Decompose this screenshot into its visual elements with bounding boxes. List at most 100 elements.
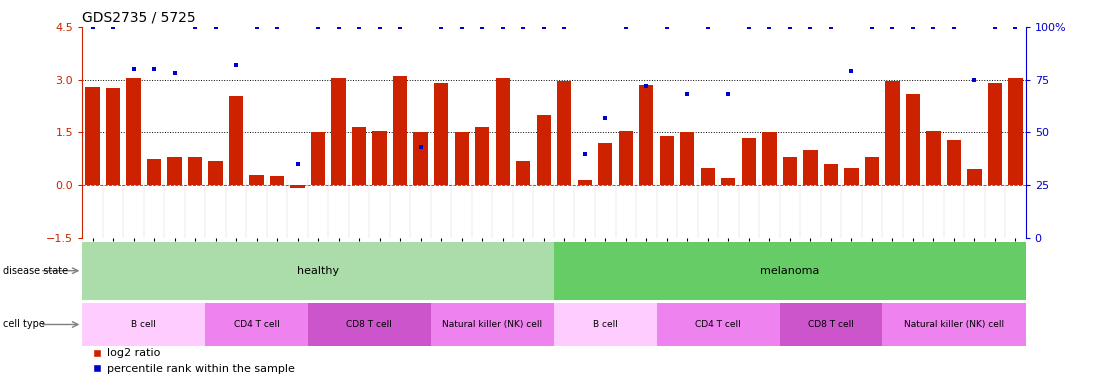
Text: healthy: healthy	[297, 266, 339, 276]
Bar	[554, 303, 656, 346]
Legend: log2 ratio, percentile rank within the sample: log2 ratio, percentile rank within the s…	[88, 344, 299, 379]
Text: Natural killer (NK) cell: Natural killer (NK) cell	[442, 320, 543, 329]
Bar	[803, 150, 817, 185]
Bar	[434, 83, 449, 185]
Bar	[598, 143, 612, 185]
Bar	[352, 127, 366, 185]
Bar	[885, 81, 900, 185]
Bar	[780, 303, 882, 346]
Bar	[701, 168, 715, 185]
Bar	[864, 157, 879, 185]
Point	[822, 24, 839, 30]
Bar	[721, 178, 735, 185]
Bar	[291, 185, 305, 188]
Point	[576, 151, 593, 157]
Bar	[308, 303, 431, 346]
Text: B cell: B cell	[132, 320, 156, 329]
Bar	[656, 303, 780, 346]
Point	[904, 24, 921, 30]
Text: Natural killer (NK) cell: Natural killer (NK) cell	[904, 320, 1004, 329]
Point	[104, 24, 122, 30]
Point	[617, 24, 634, 30]
Point	[1007, 24, 1025, 30]
Point	[392, 24, 409, 30]
Point	[986, 24, 1004, 30]
Point	[309, 24, 327, 30]
Point	[166, 70, 183, 76]
Bar	[454, 132, 468, 185]
Bar	[229, 96, 244, 185]
Bar	[82, 242, 554, 300]
Bar	[619, 131, 633, 185]
Bar	[373, 131, 387, 185]
Bar	[742, 138, 756, 185]
Bar	[105, 88, 121, 185]
Point	[740, 24, 758, 30]
Point	[555, 24, 573, 30]
Point	[658, 24, 676, 30]
Bar	[168, 157, 182, 185]
Point	[535, 24, 553, 30]
Bar	[845, 168, 859, 185]
Text: CD8 T cell: CD8 T cell	[347, 320, 393, 329]
Point	[679, 91, 697, 98]
Bar	[475, 127, 489, 185]
Point	[453, 24, 471, 30]
Text: melanoma: melanoma	[760, 266, 819, 276]
Point	[248, 24, 265, 30]
Point	[802, 24, 819, 30]
Bar	[782, 157, 798, 185]
Text: disease state: disease state	[3, 266, 68, 276]
Point	[514, 24, 532, 30]
Bar	[987, 83, 1003, 185]
Point	[781, 24, 799, 30]
Bar	[968, 169, 982, 185]
Point	[720, 91, 737, 98]
Point	[432, 24, 450, 30]
Bar	[188, 157, 202, 185]
Bar	[926, 131, 940, 185]
Point	[494, 24, 511, 30]
Point	[760, 24, 778, 30]
Bar	[516, 161, 531, 185]
Point	[842, 68, 860, 74]
Point	[597, 114, 614, 121]
Text: cell type: cell type	[3, 319, 45, 329]
Bar	[762, 132, 777, 185]
Bar	[270, 177, 284, 185]
Point	[371, 24, 388, 30]
Point	[883, 24, 901, 30]
Text: GDS2735 / 5725: GDS2735 / 5725	[82, 10, 196, 24]
Bar	[393, 76, 407, 185]
Bar	[536, 115, 551, 185]
Bar	[147, 159, 161, 185]
Bar	[331, 78, 346, 185]
Bar	[680, 132, 694, 185]
Bar	[126, 78, 140, 185]
Point	[186, 24, 204, 30]
Point	[925, 24, 942, 30]
Point	[83, 24, 101, 30]
Point	[269, 24, 286, 30]
Bar	[431, 303, 554, 346]
Bar	[882, 303, 1026, 346]
Bar	[577, 180, 592, 185]
Point	[965, 76, 983, 83]
Point	[125, 66, 143, 72]
Bar	[906, 94, 920, 185]
Bar	[824, 164, 838, 185]
Point	[207, 24, 225, 30]
Bar	[310, 132, 326, 185]
Bar	[496, 78, 510, 185]
Bar	[1008, 78, 1022, 185]
Point	[350, 24, 367, 30]
Bar	[249, 175, 263, 185]
Point	[474, 24, 491, 30]
Bar	[640, 85, 654, 185]
Point	[330, 24, 348, 30]
Point	[637, 83, 655, 89]
Bar	[86, 87, 100, 185]
Point	[289, 161, 306, 167]
Bar	[947, 139, 961, 185]
Bar	[205, 303, 308, 346]
